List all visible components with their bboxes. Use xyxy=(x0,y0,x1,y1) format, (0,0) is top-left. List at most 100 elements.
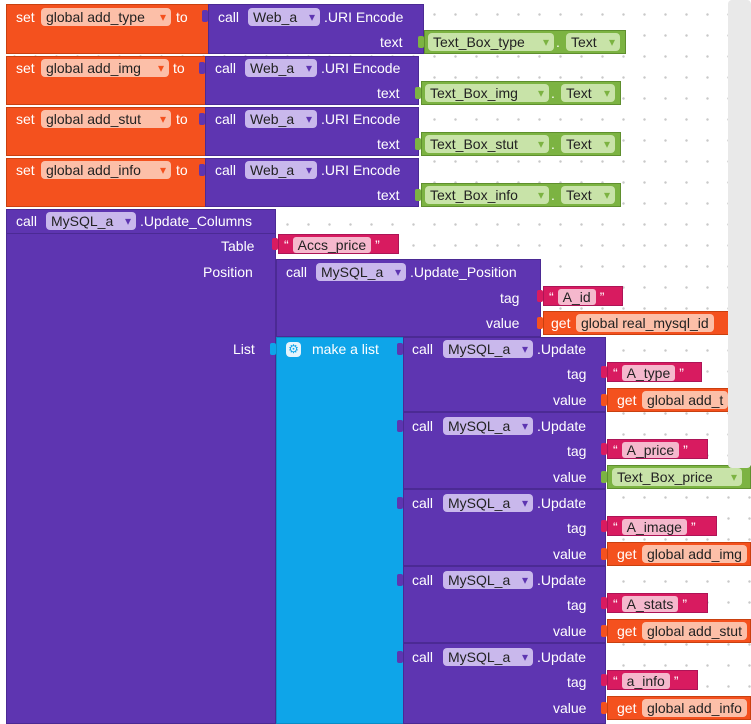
tag-string-block[interactable]: “A_type” xyxy=(607,362,702,382)
string-value[interactable]: A_price xyxy=(621,442,680,458)
table-param-label: Table xyxy=(221,238,255,254)
component-dropdown[interactable]: MySQL_a xyxy=(443,571,533,589)
socket-notch xyxy=(601,702,607,714)
variable-dropdown[interactable]: global add_info xyxy=(41,161,171,179)
socket-notch xyxy=(397,574,403,586)
component-dropdown[interactable]: Web_a xyxy=(245,161,317,179)
string-value[interactable]: A_stats xyxy=(621,596,679,612)
to-keyword: to xyxy=(176,9,188,25)
call-keyword: call xyxy=(215,162,237,178)
method-label: .Update_Columns xyxy=(140,213,253,229)
component-dropdown[interactable]: Web_a xyxy=(248,8,320,26)
tag-string-block[interactable]: “A_id” xyxy=(543,286,623,306)
variable-dropdown[interactable]: global add_stut xyxy=(41,110,171,128)
socket-notch xyxy=(418,36,424,48)
textbox-dropdown[interactable]: Text_Box_type xyxy=(428,33,554,51)
variable-dropdown[interactable]: global add_t xyxy=(642,391,729,409)
component-dropdown[interactable]: MySQL_a xyxy=(443,417,533,435)
socket-notch xyxy=(415,138,421,150)
make-a-list-label: make a list xyxy=(312,341,379,357)
tag-string-block[interactable]: “A_price” xyxy=(607,439,708,459)
string-value[interactable]: a_info xyxy=(621,673,670,689)
tag-param-label: tag xyxy=(567,366,587,382)
quote-close: ” xyxy=(690,519,696,535)
text-param-label: text xyxy=(377,187,400,203)
set-keyword: set xyxy=(16,60,35,76)
tag-string-block[interactable]: “A_image” xyxy=(607,516,717,536)
dot-separator: . xyxy=(551,187,555,203)
socket-notch xyxy=(397,343,403,355)
variable-dropdown[interactable]: global add_stut xyxy=(642,622,747,640)
method-label: .Update xyxy=(537,572,587,588)
socket-notch xyxy=(199,164,205,176)
tag-string-block[interactable]: “A_stats” xyxy=(607,593,708,613)
quote-open: “ xyxy=(284,237,289,253)
textbox-dropdown[interactable]: Text_Box_info xyxy=(425,186,549,204)
component-dropdown[interactable]: Web_a xyxy=(245,110,317,128)
property-dropdown[interactable]: Text xyxy=(561,135,615,153)
string-value[interactable]: A_id xyxy=(557,289,596,305)
socket-notch xyxy=(415,189,421,201)
socket-notch xyxy=(601,394,607,406)
list-param-label: List xyxy=(233,341,255,357)
textbox-dropdown[interactable]: Text_Box_stut xyxy=(425,135,549,153)
value-param-label: value xyxy=(553,700,587,716)
call-keyword: call xyxy=(218,9,240,25)
string-value[interactable]: A_image xyxy=(621,519,687,535)
set-keyword: set xyxy=(16,162,35,178)
call-keyword: call xyxy=(286,264,308,280)
socket-notch xyxy=(397,497,403,509)
property-dropdown[interactable]: Text xyxy=(561,186,615,204)
string-value[interactable]: Accs_price xyxy=(292,237,372,253)
quote-open: “ xyxy=(613,673,618,689)
quote-open: “ xyxy=(613,596,618,612)
mysql-update-block[interactable] xyxy=(403,337,606,412)
socket-notch xyxy=(601,597,607,609)
quote-close: ” xyxy=(682,596,688,612)
mutator-gear-icon[interactable]: ⚙ xyxy=(286,342,301,357)
variable-dropdown[interactable]: global real_mysql_id xyxy=(576,314,714,332)
get-keyword: get xyxy=(617,700,637,716)
component-dropdown[interactable]: MySQL_a xyxy=(46,212,136,230)
make-a-list-block[interactable] xyxy=(276,337,404,724)
variable-dropdown[interactable]: global add_img xyxy=(41,59,169,77)
socket-notch xyxy=(601,366,607,378)
variable-dropdown[interactable]: global add_img xyxy=(642,545,747,563)
to-keyword: to xyxy=(176,111,188,127)
socket-notch xyxy=(601,625,607,637)
socket-notch xyxy=(601,520,607,532)
socket-notch xyxy=(537,317,543,329)
quote-close: ” xyxy=(683,442,688,458)
string-value[interactable]: A_type xyxy=(621,365,676,381)
property-dropdown[interactable]: Text xyxy=(566,33,620,51)
textbox-dropdown[interactable]: Text_Box_img xyxy=(425,84,549,102)
socket-notch xyxy=(415,87,421,99)
quote-close: ” xyxy=(673,673,679,689)
component-dropdown[interactable]: MySQL_a xyxy=(443,340,533,358)
call-keyword: call xyxy=(215,111,237,127)
value-param-label: value xyxy=(486,315,520,331)
variable-dropdown[interactable]: global add_info xyxy=(642,699,747,717)
component-dropdown[interactable]: MySQL_a xyxy=(316,263,406,281)
quote-open: “ xyxy=(613,365,618,381)
vertical-scrollbar[interactable] xyxy=(728,0,751,468)
component-dropdown[interactable]: MySQL_a xyxy=(443,494,533,512)
textbox-dropdown[interactable]: Text_Box_price xyxy=(612,468,742,486)
method-label: .URI Encode xyxy=(324,9,404,25)
quote-close: ” xyxy=(375,237,380,253)
component-dropdown[interactable]: MySQL_a xyxy=(443,648,533,666)
text-param-label: text xyxy=(377,85,400,101)
component-dropdown[interactable]: Web_a xyxy=(245,59,317,77)
method-label: .URI Encode xyxy=(321,60,401,76)
get-keyword: get xyxy=(617,546,637,562)
method-label: .URI Encode xyxy=(321,162,401,178)
table-string-block[interactable]: “Accs_price” xyxy=(278,234,399,254)
call-keyword: call xyxy=(412,572,434,588)
tag-string-block[interactable]: “a_info” xyxy=(607,670,698,690)
variable-dropdown[interactable]: global add_type xyxy=(41,8,171,26)
text-param-label: text xyxy=(377,136,400,152)
update-columns-body xyxy=(6,233,276,724)
method-label: .Update xyxy=(537,495,587,511)
property-dropdown[interactable]: Text xyxy=(561,84,615,102)
tag-param-label: tag xyxy=(567,520,587,536)
